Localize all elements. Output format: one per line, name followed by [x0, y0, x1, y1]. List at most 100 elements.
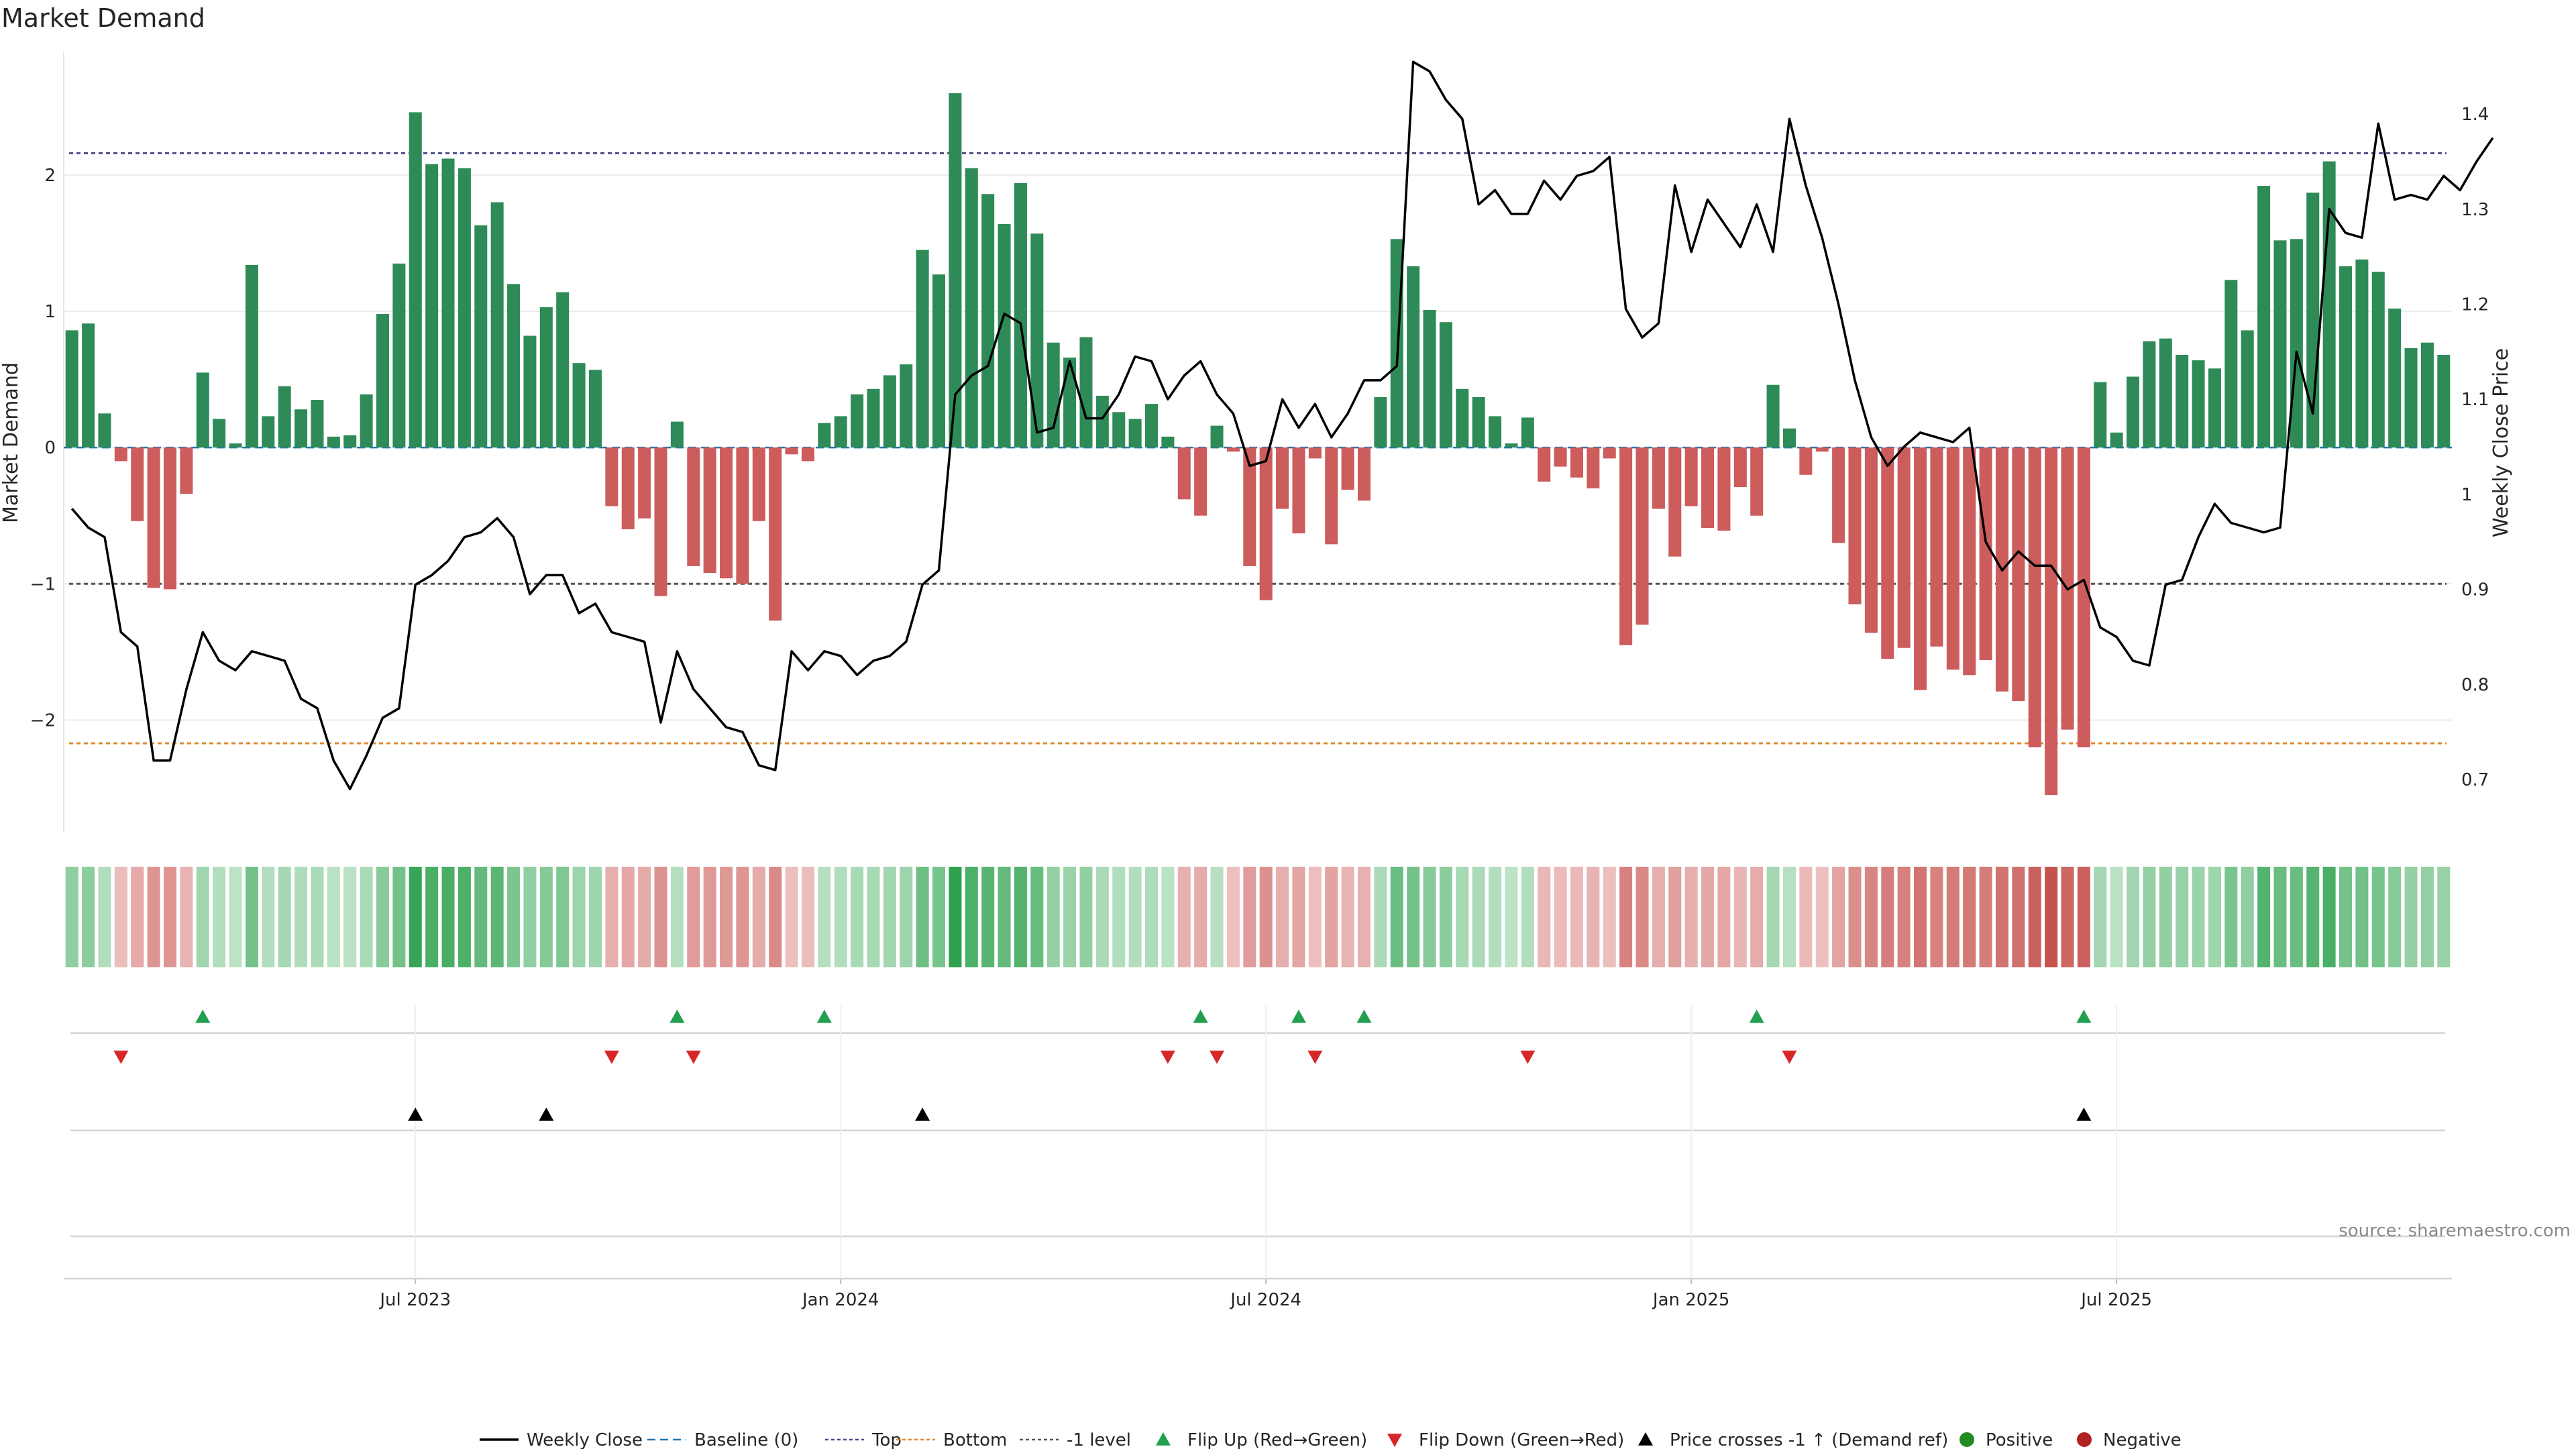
heat-cell — [1701, 867, 1715, 967]
demand-bar — [932, 274, 946, 448]
heat-cell — [539, 867, 553, 967]
demand-bar — [523, 335, 537, 448]
heat-cell — [1538, 867, 1551, 967]
legend-swatch — [2077, 1432, 2092, 1447]
demand-bar — [785, 447, 798, 455]
demand-bar — [2371, 272, 2385, 448]
legend-swatch — [1156, 1432, 1171, 1446]
heat-cell — [82, 867, 95, 967]
reference-lines — [64, 152, 2452, 745]
heat-cell — [1456, 867, 1469, 967]
demand-bar — [376, 314, 389, 448]
heat-cell — [1095, 867, 1109, 967]
flip-up-marker — [2076, 1010, 2092, 1023]
legend-label: Positive — [1986, 1430, 2053, 1449]
legend-label: Flip Down (Green→Red) — [1419, 1430, 1624, 1449]
legend-label: Weekly Close — [527, 1430, 643, 1449]
heat-cell — [900, 867, 913, 967]
demand-bar — [2208, 368, 2221, 448]
demand-bar — [1325, 447, 1338, 545]
demand-bar — [180, 447, 193, 494]
heat-cell — [785, 867, 798, 967]
heat-cell — [360, 867, 373, 967]
demand-bar — [196, 372, 209, 448]
demand-bar — [916, 250, 929, 448]
heat-cell — [163, 867, 177, 967]
heat-cell — [474, 867, 488, 967]
price-cross-marker — [539, 1108, 554, 1121]
flip-up-marker — [195, 1010, 211, 1023]
heat-cell — [621, 867, 635, 967]
demand-bar — [1914, 447, 1927, 690]
demand-bar — [670, 421, 684, 448]
weekly-close-line — [70, 60, 2494, 790]
heat-cell — [1472, 867, 1485, 967]
flip-down-marker — [1160, 1051, 1175, 1064]
legend-label: -1 level — [1067, 1430, 1131, 1449]
legend-label: Bottom — [943, 1430, 1007, 1449]
heat-cell — [196, 867, 209, 967]
heat-cell — [294, 867, 308, 967]
heat-cell — [2012, 867, 2025, 967]
demand-bar — [2241, 330, 2254, 448]
flip-down-marker — [1782, 1051, 1797, 1064]
demand-bar — [2273, 240, 2287, 448]
legend-label: Flip Up (Red→Green) — [1187, 1430, 1367, 1449]
demand-bar — [720, 447, 733, 579]
heat-cell — [687, 867, 700, 967]
heat-cell — [245, 867, 258, 967]
heat-cell — [588, 867, 602, 967]
heat-cell — [572, 867, 586, 967]
demand-bar — [867, 388, 880, 448]
y-tick-label: 2 — [44, 166, 56, 186]
demand-bar — [638, 447, 651, 519]
demand-bar — [1963, 447, 1976, 676]
demand-bar — [131, 447, 144, 521]
legend-swatch — [1387, 1434, 1402, 1447]
demand-bar — [1603, 447, 1616, 459]
x-tick-label: Jul 2024 — [1229, 1290, 1301, 1310]
demand-bar — [1292, 447, 1305, 534]
heat-cell — [392, 867, 406, 967]
heat-cell — [1259, 867, 1273, 967]
demand-bar — [621, 447, 635, 530]
demand-bar — [1079, 337, 1093, 448]
heat-cell — [1881, 867, 1894, 967]
demand-bar — [262, 416, 275, 448]
heat-cell — [867, 867, 880, 967]
demand-bar — [605, 447, 619, 506]
demand-bar — [1848, 447, 1862, 604]
demand-bar — [1276, 447, 1289, 509]
demand-bar — [1897, 447, 1911, 648]
demand-bars — [65, 93, 2451, 796]
demand-bar — [769, 447, 782, 621]
heat-cell — [1161, 867, 1175, 967]
demand-bar — [245, 264, 258, 448]
flip-up-marker — [1749, 1010, 1764, 1023]
demand-bar — [2322, 161, 2336, 448]
demand-bar — [1505, 443, 1518, 448]
heat-cell — [834, 867, 847, 967]
demand-bar — [1112, 412, 1126, 448]
demand-bar — [1407, 266, 1420, 448]
demand-bar — [736, 447, 749, 584]
demand-bar — [1766, 384, 1780, 448]
demand-bar — [965, 168, 978, 448]
demand-bar — [1750, 447, 1764, 516]
demand-bar — [539, 307, 553, 448]
demand-bar — [1979, 447, 1992, 661]
heat-cell — [1717, 867, 1731, 967]
x-tick-label: Jul 2023 — [378, 1290, 451, 1310]
heat-cell — [1782, 867, 1796, 967]
flip-down-marker — [604, 1051, 619, 1064]
heat-cell — [1995, 867, 2008, 967]
demand-bar — [2127, 376, 2140, 448]
x-tick-label: Jul 2025 — [2080, 1290, 2152, 1310]
heat-cell — [343, 867, 357, 967]
heat-cell — [2094, 867, 2107, 967]
heat-cell — [1864, 867, 1878, 967]
demand-bar — [65, 330, 78, 448]
heat-cell — [1733, 867, 1747, 967]
y2-tick-label: 1 — [2461, 485, 2473, 505]
heat-cell — [1946, 867, 1960, 967]
